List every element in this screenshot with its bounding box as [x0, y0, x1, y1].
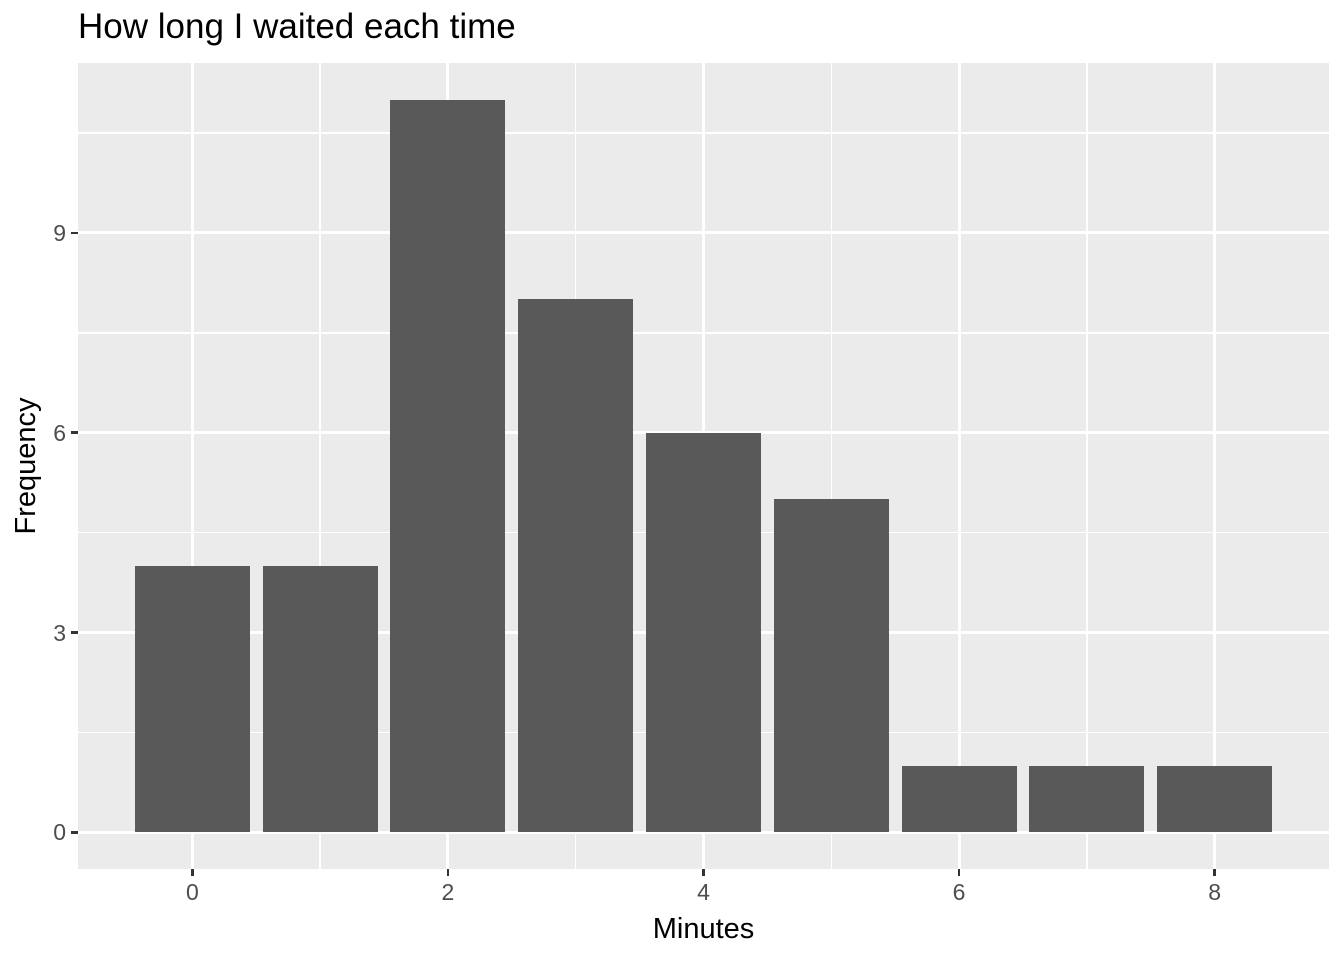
y-tick-label: 9 — [53, 219, 66, 246]
histogram-bar — [1029, 765, 1145, 833]
y-tick-label: 3 — [53, 619, 66, 646]
histogram-bar — [518, 299, 634, 833]
histogram-bar — [390, 99, 506, 833]
histogram-bar — [901, 765, 1017, 833]
y-tick-label: 6 — [53, 419, 66, 446]
x-tick-label: 2 — [441, 879, 455, 905]
x-tick-label: 4 — [697, 879, 710, 905]
histogram-bar — [773, 499, 889, 833]
x-tick-mark — [446, 869, 450, 876]
gridline-major-vertical — [190, 63, 194, 869]
chart-title: How long I waited each time — [78, 7, 516, 46]
gridline-minor-vertical — [830, 63, 833, 869]
y-tick-mark — [71, 231, 78, 235]
y-tick-mark — [71, 831, 78, 834]
histogram-bar — [645, 432, 761, 833]
gridline-major-vertical — [957, 63, 961, 869]
x-tick-mark — [702, 869, 705, 876]
gridline-major-horizontal — [78, 830, 1329, 834]
gridline-major-vertical — [1213, 63, 1217, 869]
x-tick-label: 0 — [185, 879, 199, 905]
histogram-bar — [1157, 765, 1273, 833]
histogram-bar — [262, 565, 378, 833]
y-tick-label: 0 — [53, 819, 66, 846]
x-tick-label: 8 — [1208, 879, 1222, 905]
x-axis-title: Minutes — [652, 913, 755, 945]
y-tick-mark — [71, 631, 78, 634]
y-axis-title: Frequency — [10, 397, 42, 535]
plot-panel — [78, 63, 1329, 869]
x-tick-mark — [191, 869, 194, 876]
gridline-minor-vertical — [319, 63, 321, 869]
histogram-bar — [134, 565, 250, 833]
gridline-major-horizontal — [78, 231, 1329, 235]
x-tick-mark — [957, 869, 961, 876]
x-tick-label: 6 — [952, 879, 966, 905]
gridline-minor-vertical — [1086, 63, 1088, 869]
x-tick-mark — [1213, 869, 1216, 876]
y-tick-mark — [71, 431, 78, 434]
